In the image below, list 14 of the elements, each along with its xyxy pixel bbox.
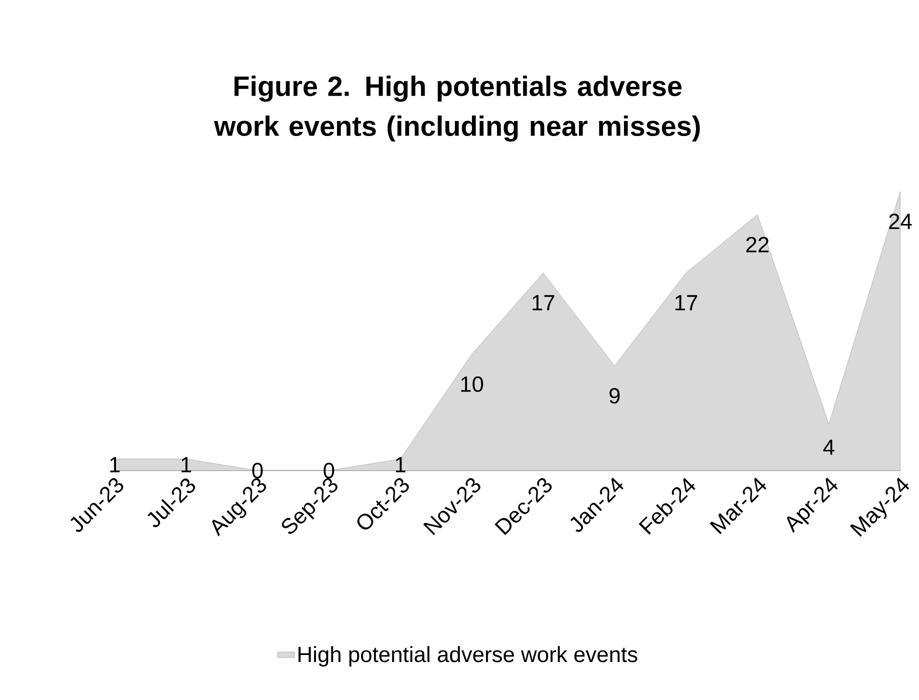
data-label: 1 (110, 457, 120, 472)
data-label: 22 (746, 236, 769, 252)
data-label: 10 (461, 376, 484, 392)
legend-label: High potential adverse work events (298, 646, 638, 667)
data-label: 9 (610, 388, 620, 404)
data-label: 17 (532, 295, 554, 310)
data-label: 1 (396, 457, 406, 472)
data-label: 4 (823, 440, 834, 455)
data-label: 17 (675, 295, 698, 310)
data-label: 0 (324, 462, 334, 478)
chart-title: Figure 2. High potentials adverse work events (including near misses) (214, 76, 700, 142)
data-label: 0 (252, 462, 263, 478)
data-label: 1 (182, 457, 192, 472)
data-label: 24 (889, 214, 912, 230)
